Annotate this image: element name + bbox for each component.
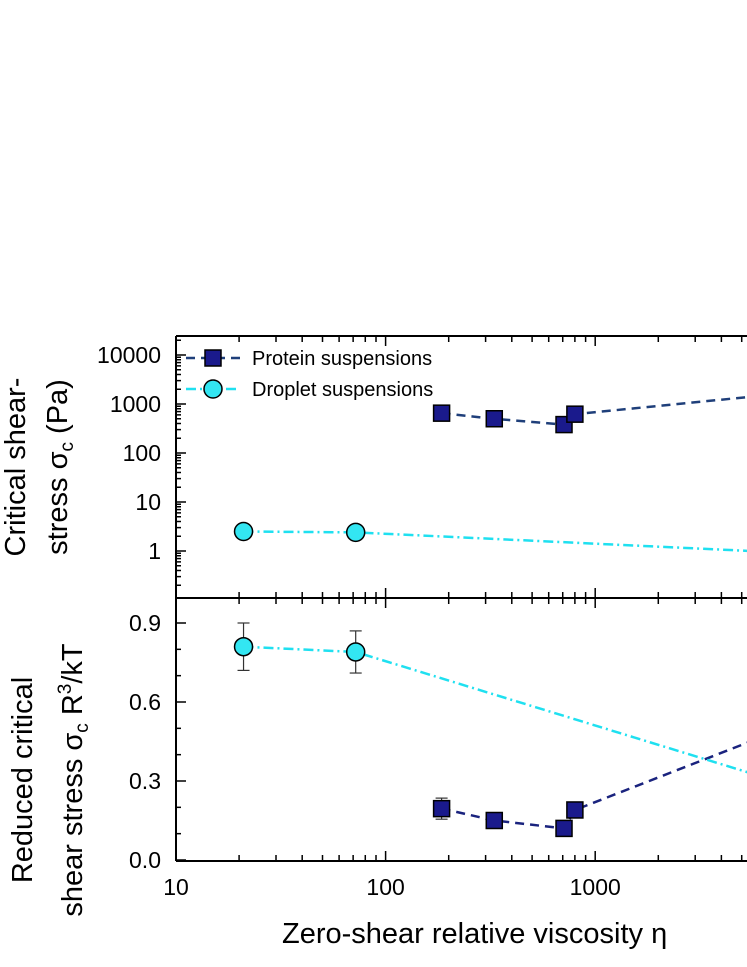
- legend-droplet-label: Droplet suspensions: [252, 379, 433, 401]
- legend-item-droplet: Droplet suspensions: [186, 379, 433, 401]
- x-tick-label: 10: [163, 874, 189, 900]
- bottom-y-title-sub: c: [72, 723, 93, 733]
- top-y-axis-title-line2: stress σc (Pa): [42, 379, 78, 555]
- bottom-protein-point: [555, 819, 573, 838]
- top-y-title-pre: stress: [42, 469, 74, 554]
- top-protein-point: [485, 410, 504, 428]
- top-droplet-point: [233, 521, 254, 542]
- top-y-tick-label: 10: [135, 489, 161, 515]
- bottom-y-tick-label: 0.3: [129, 768, 161, 794]
- bottom-y-tick-label: 0.6: [129, 689, 161, 715]
- bottom-droplet-trend-line: [243, 645, 747, 774]
- top-y-tick-label: 1: [148, 538, 161, 564]
- bottom-protein-point: [485, 811, 504, 830]
- top-y-title-post: (Pa): [42, 379, 74, 442]
- top-y-tick-label: 100: [123, 440, 161, 466]
- top-panel-ticks: 1 10 100 1000 10000: [97, 336, 743, 598]
- legend-droplet-marker: [203, 379, 223, 399]
- top-panel-series: [233, 395, 747, 553]
- bottom-y-title-sigma: σ: [57, 733, 89, 751]
- top-y-title-sub: c: [57, 442, 78, 452]
- top-y-axis-title-line1: Critical shear-: [0, 378, 32, 557]
- x-axis-title-eta: η: [651, 918, 667, 950]
- bottom-y-title-r: R: [57, 694, 89, 723]
- bottom-y-tick-label: 0.0: [129, 847, 161, 873]
- bottom-y-axis-title-line2: shear stress σc R3/kT: [55, 643, 93, 917]
- top-protein-point: [432, 404, 451, 422]
- bottom-panel-ticks: 10 100 1000 0.0 0.3 0.6 0.9: [129, 598, 743, 900]
- top-droplet-trend-line: [243, 530, 747, 553]
- bottom-panel-series: [233, 622, 747, 838]
- bottom-y-tick-label: 0.9: [129, 610, 161, 636]
- x-axis-title-text: Zero-shear relative viscosity: [282, 918, 651, 950]
- legend: Protein suspensions Droplet suspensions: [186, 348, 433, 401]
- top-y-title-sigma: σ: [42, 451, 74, 469]
- top-droplet-point: [345, 522, 366, 543]
- bottom-y-title-pre: shear stress: [57, 751, 89, 917]
- bottom-y-axis-title-line1: Reduced critical: [7, 677, 39, 883]
- top-y-tick-label: 1000: [110, 391, 161, 417]
- legend-protein-label: Protein suspensions: [252, 348, 432, 370]
- bottom-droplet-point: [345, 642, 366, 662]
- top-protein-point: [566, 405, 584, 423]
- x-tick-label: 1000: [570, 874, 621, 900]
- bottom-droplet-point: [233, 636, 254, 657]
- legend-item-protein: Protein suspensions: [186, 348, 432, 370]
- top-y-tick-label: 10000: [97, 342, 161, 368]
- x-tick-label: 100: [366, 874, 404, 900]
- x-axis-title: Zero-shear relative viscosity η: [282, 918, 667, 950]
- bottom-protein-point: [432, 799, 451, 818]
- bottom-y-title-post: /kT: [57, 643, 89, 684]
- bottom-protein-point: [566, 801, 584, 819]
- legend-protein-marker: [204, 349, 222, 367]
- bottom-y-title-sup: 3: [55, 684, 76, 695]
